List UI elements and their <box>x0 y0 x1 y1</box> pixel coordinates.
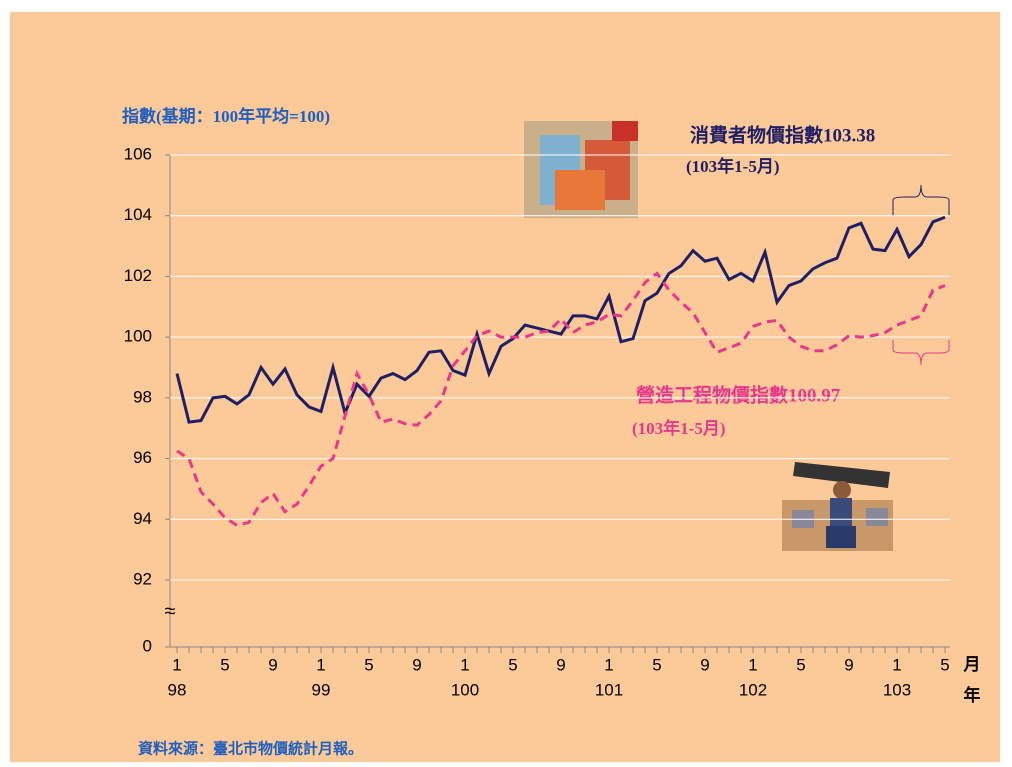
y-tick-label: 100 <box>124 327 152 346</box>
x-unit: 月 <box>963 655 981 674</box>
y-tick-label: 106 <box>124 144 152 163</box>
y-tick-label: 94 <box>133 509 152 528</box>
x-tick-label: 5 <box>796 655 805 674</box>
x-group-label: 103 <box>883 680 911 699</box>
x-tick-label: 9 <box>556 655 565 674</box>
page: {"chart_data": {"type": "line", "y_axis_… <box>0 0 1012 762</box>
annotation: 消費者物價指數103.38 <box>690 123 875 146</box>
x-tick-label: 1 <box>460 655 469 674</box>
y-tick-label: 92 <box>133 569 152 588</box>
y-tick-label: 104 <box>124 205 152 224</box>
x-tick-label: 1 <box>316 655 325 674</box>
x-group-label: 99 <box>312 680 331 699</box>
x-tick-label: 1 <box>748 655 757 674</box>
y-tick-label: 98 <box>133 387 152 406</box>
y-tick-label: 96 <box>133 448 152 467</box>
axis-break: ≈ <box>165 600 176 622</box>
annotation: 營造工程物價指數100.97 <box>636 383 841 406</box>
x-tick-label: 9 <box>268 655 277 674</box>
x-tick-label: 9 <box>412 655 421 674</box>
x-tick-label: 9 <box>700 655 709 674</box>
source: 資料來源：臺北市物價統計月報。 <box>138 739 363 757</box>
store-image <box>524 121 638 218</box>
worker-image <box>782 462 893 551</box>
annotation-note: (103年1-5月) <box>686 156 779 176</box>
x-tick-label: 1 <box>604 655 613 674</box>
x-group-label: 98 <box>168 680 187 699</box>
y-tick-label: 102 <box>124 266 152 285</box>
x-tick-label: 5 <box>364 655 373 674</box>
x-tick-label: 1 <box>172 655 181 674</box>
x-tick-label: 9 <box>844 655 853 674</box>
x-tick-label: 5 <box>652 655 661 674</box>
x-group-label: 101 <box>595 680 623 699</box>
y-tick-label: 0 <box>143 636 152 655</box>
y-axis-title: 指數(基期：100年平均=100) <box>122 106 330 126</box>
annotation-note: (103年1-5月) <box>632 418 725 438</box>
x-tick-label: 5 <box>508 655 517 674</box>
x-tick-label: 5 <box>940 655 949 674</box>
x-tick-label: 1 <box>892 655 901 674</box>
chart: 指數(基期：100年平均=100) 消費者物價指數103.38 (103年1-5… <box>0 0 1012 762</box>
x-group-label: 100 <box>451 680 479 699</box>
x-group-label: 102 <box>739 680 767 699</box>
x-tick-label: 5 <box>220 655 229 674</box>
x-unit: 年 <box>964 685 981 705</box>
